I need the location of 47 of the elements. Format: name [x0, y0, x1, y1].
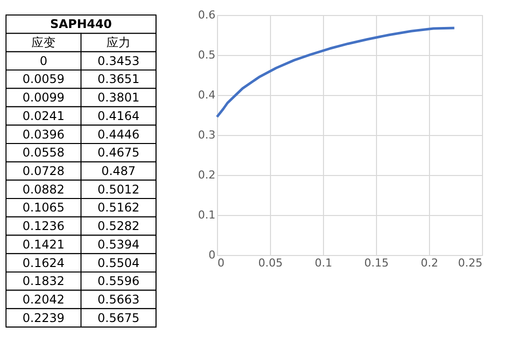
- data-label: 0.5012: [98, 182, 140, 196]
- data-label: 0.4164: [98, 108, 140, 123]
- data-label: 0.5162: [98, 200, 140, 215]
- data-label: 0.487: [101, 164, 136, 178]
- data-label: 0.5504: [98, 256, 140, 270]
- y-tick-label: 0.2: [198, 168, 216, 182]
- y-tick-label: 0.0728: [22, 164, 64, 178]
- x-tick-label: 应力: [106, 36, 130, 50]
- x-tick-label: 0.25: [458, 256, 482, 270]
- data-label: 0.4675: [98, 146, 140, 160]
- y-tick-label: 0.1624: [22, 256, 64, 270]
- y-tick-label: 0.1832: [22, 274, 64, 288]
- data-label: 0.5282: [98, 219, 140, 234]
- data-label: 0.5394: [98, 237, 140, 252]
- x-tick-label: 0: [218, 256, 224, 270]
- y-tick-label: 0.5: [198, 48, 216, 62]
- x-tick-label: 0.2: [420, 256, 438, 270]
- y-tick-label: 0.0099: [22, 90, 64, 105]
- x-tick-label: 0.05: [258, 256, 283, 270]
- data-label: 0.5663: [98, 292, 140, 306]
- chart-title: SAPH440: [50, 17, 112, 32]
- y-tick-label: 0.0396: [22, 127, 64, 142]
- y-tick-label: 0.1236: [22, 219, 64, 234]
- data-label: 0.3453: [98, 54, 140, 68]
- y-axis-title: 应变: [32, 36, 56, 50]
- y-tick-label: 0.1065: [22, 200, 64, 215]
- data-label: 0.3801: [98, 90, 140, 105]
- data-label: 0.3651: [98, 72, 140, 86]
- y-tick-label: 0.4: [198, 88, 216, 102]
- y-tick-label: 0.1: [198, 208, 216, 222]
- y-tick-label: 0.0059: [22, 72, 64, 86]
- line-series: [216, 26, 456, 118]
- y-tick-label: 0.6: [198, 8, 216, 22]
- data-label: 0.4446: [98, 127, 140, 142]
- y-tick-label: 0.2042: [22, 292, 64, 306]
- x-tick-label: 0.1: [314, 256, 332, 270]
- y-tick-label: 0: [40, 54, 48, 68]
- y-tick-label: 0.0882: [22, 182, 64, 196]
- x-tick-label: 0.15: [364, 256, 389, 270]
- y-tick-label: 0.0241: [22, 108, 64, 123]
- y-tick-label: 0: [208, 248, 216, 262]
- data-label: 0.5675: [98, 310, 140, 325]
- y-tick-label: 0.3: [198, 128, 216, 142]
- data-label: 0.5596: [98, 274, 140, 288]
- y-tick-label: 0.0558: [22, 146, 64, 160]
- y-tick-label: 0.1421: [22, 237, 64, 252]
- y-tick-label: 0.2239: [22, 310, 64, 325]
